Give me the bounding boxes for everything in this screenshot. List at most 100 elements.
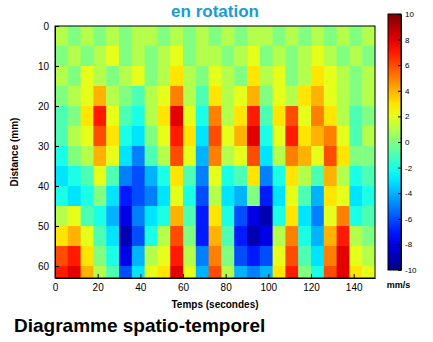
tick-mark	[398, 193, 401, 194]
cell	[209, 186, 222, 207]
cell	[337, 246, 350, 267]
cell	[234, 126, 247, 147]
tick-mark	[268, 274, 269, 278]
cell	[273, 46, 286, 67]
cell	[362, 146, 375, 167]
tick: 4	[398, 87, 410, 96]
cell	[196, 246, 209, 267]
tick-label: -4	[405, 189, 413, 198]
cell	[247, 26, 260, 47]
tick: -10	[398, 266, 417, 275]
tick: 140	[346, 274, 363, 293]
cell	[145, 186, 158, 207]
cell	[337, 46, 350, 67]
tick-label: 0	[53, 282, 59, 293]
tick: 0	[43, 21, 59, 32]
tick-mark	[98, 274, 99, 278]
cell	[260, 266, 273, 278]
cell	[196, 26, 209, 47]
cell	[324, 166, 337, 187]
cell	[170, 246, 183, 267]
cell	[68, 266, 81, 278]
cell	[196, 66, 209, 87]
tick-mark	[183, 274, 184, 278]
cell	[247, 226, 260, 247]
cell	[81, 226, 94, 247]
cell	[145, 266, 158, 278]
cell	[209, 106, 222, 127]
cell	[349, 146, 362, 167]
cell	[68, 146, 81, 167]
cell	[362, 46, 375, 67]
tick-mark	[398, 142, 401, 143]
tick-mark	[55, 226, 59, 227]
cell	[285, 226, 298, 247]
cell	[362, 246, 375, 267]
cell	[337, 66, 350, 87]
cell	[221, 246, 234, 267]
cell	[349, 226, 362, 247]
cell	[145, 206, 158, 227]
cell	[196, 126, 209, 147]
tick-mark	[55, 106, 59, 107]
cell	[311, 86, 324, 107]
cell	[209, 86, 222, 107]
cell	[157, 206, 170, 227]
cell	[132, 106, 145, 127]
cell	[349, 126, 362, 147]
cell	[209, 46, 222, 67]
cell	[145, 246, 158, 267]
cell	[298, 226, 311, 247]
cell	[119, 226, 132, 247]
tick-label: 20	[38, 101, 50, 112]
cell	[68, 86, 81, 107]
cell	[145, 66, 158, 87]
cell	[273, 126, 286, 147]
cell	[349, 246, 362, 267]
cell	[209, 146, 222, 167]
cell	[221, 86, 234, 107]
cell	[170, 166, 183, 187]
cell	[298, 246, 311, 267]
cell	[337, 166, 350, 187]
cell	[68, 226, 81, 247]
cell	[55, 66, 68, 87]
cell	[157, 66, 170, 87]
cell	[145, 106, 158, 127]
cell	[170, 66, 183, 87]
cell	[106, 226, 119, 247]
cell	[311, 266, 324, 278]
cell	[234, 106, 247, 127]
cell	[106, 206, 119, 227]
cell	[170, 226, 183, 247]
cell	[119, 166, 132, 187]
tick: 40	[38, 181, 59, 192]
cell	[221, 166, 234, 187]
tick: 80	[221, 274, 233, 293]
cell	[260, 86, 273, 107]
cell	[145, 126, 158, 147]
cell	[183, 66, 196, 87]
cell	[132, 26, 145, 47]
cell	[132, 146, 145, 167]
cell	[55, 266, 68, 278]
cell	[145, 86, 158, 107]
cell	[132, 226, 145, 247]
cell	[132, 206, 145, 227]
cell	[183, 26, 196, 47]
cell	[183, 266, 196, 278]
cell	[273, 146, 286, 167]
cell	[285, 246, 298, 267]
tick: 100	[260, 274, 277, 293]
cell	[145, 146, 158, 167]
cell	[209, 266, 222, 278]
cell	[362, 26, 375, 47]
cell	[324, 66, 337, 87]
tick-label: 50	[38, 221, 50, 232]
cell	[209, 126, 222, 147]
cell	[324, 186, 337, 207]
cell	[298, 66, 311, 87]
tick-mark	[354, 274, 355, 278]
cell	[337, 186, 350, 207]
cell	[106, 166, 119, 187]
